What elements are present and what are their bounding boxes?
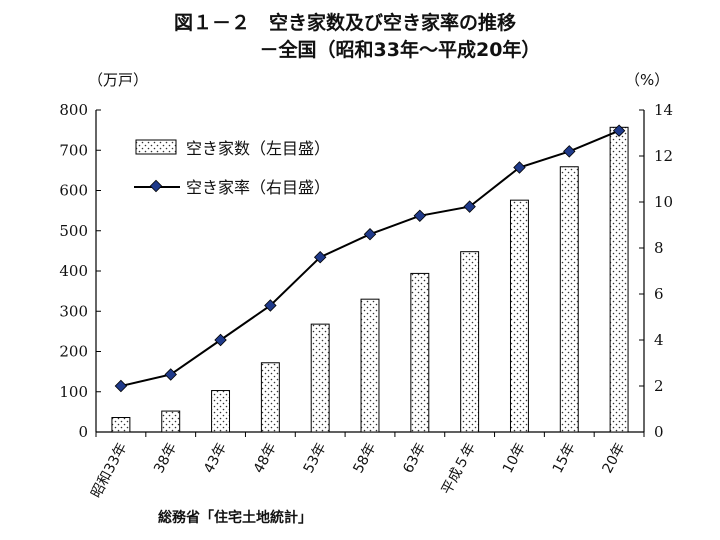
y-left-tick-label: 0: [78, 423, 88, 441]
legend-bar-swatch: [135, 139, 177, 155]
legend: 空き家数（左目盛） 空き家率（右目盛）: [134, 139, 330, 197]
bar: [211, 390, 231, 433]
bar: [161, 410, 181, 433]
legend-bar-label: 空き家数（左目盛）: [186, 139, 330, 158]
x-tick-label: 20年: [600, 440, 629, 476]
rate-point: [413, 209, 427, 223]
bar: [460, 251, 480, 433]
rate-point: [264, 299, 277, 312]
bar: [559, 166, 579, 433]
rate-point: [612, 124, 626, 137]
y-right-tick-label: 6: [654, 285, 664, 303]
bar: [509, 199, 529, 433]
rate-point: [114, 379, 128, 393]
y-right-tick-label: 4: [654, 331, 664, 349]
source-note: 総務省「住宅土地統計」: [158, 509, 312, 526]
y-left-tick-label: 300: [59, 302, 88, 320]
rate-point: [214, 333, 227, 347]
plot-area: 0 100 200 300 400 500 600 700 800 0 2 4 6 8 10 12 14 昭和33…: [59, 101, 673, 501]
rate-point: [563, 145, 576, 158]
y-left-tick-label: 600: [59, 182, 88, 200]
y-right-tick-label: 0: [654, 423, 664, 441]
x-tick-label: 15年: [550, 440, 579, 476]
x-tick-label: 58年: [350, 440, 379, 476]
rate-point: [463, 200, 476, 213]
y-left-unit: （万戸）: [88, 71, 148, 89]
x-tick-label: 63年: [400, 440, 429, 476]
chart-title: 図１－２ 空き家数及び空き家率の推移: [174, 11, 516, 34]
y-left-tick-label: 100: [59, 383, 88, 401]
y-left-tick-label: 400: [59, 262, 88, 280]
rate-point: [313, 250, 327, 264]
y-left-tick-label: 800: [59, 101, 88, 119]
chart-subtitle: －全国（昭和33年～平成20年）: [260, 38, 541, 61]
x-tick-label: 昭和33年: [88, 440, 130, 500]
rate-point: [513, 161, 526, 174]
bar: [360, 298, 380, 433]
y-right-unit: （%）: [625, 71, 669, 89]
y-right-tick-label: 10: [654, 193, 673, 211]
y-right-tick-label: 2: [654, 377, 664, 395]
y-right-tick-label: 12: [654, 147, 673, 165]
bar: [310, 323, 330, 433]
y-right-tick-label: 8: [654, 239, 664, 257]
rate-point: [363, 227, 377, 241]
x-tick-label: 48年: [251, 440, 280, 476]
x-tick-label: 38年: [151, 440, 180, 476]
y-left-tick-label: 700: [59, 141, 88, 159]
bar: [111, 417, 131, 433]
bar: [609, 126, 629, 433]
rate-point: [164, 368, 177, 381]
x-tick-label: 53年: [301, 440, 330, 476]
bar: [260, 362, 280, 433]
x-tick-label: 43年: [201, 440, 230, 476]
legend-line-marker: [149, 179, 163, 193]
y-left-tick-label: 200: [59, 343, 88, 361]
y-right-tick-label: 14: [654, 101, 673, 119]
x-tick-label: 平成５年: [439, 440, 479, 497]
x-tick-label: 10年: [500, 440, 529, 476]
y-left-tick-label: 500: [59, 222, 88, 240]
bar: [410, 272, 430, 433]
legend-line-label: 空き家率（右目盛）: [186, 178, 330, 197]
